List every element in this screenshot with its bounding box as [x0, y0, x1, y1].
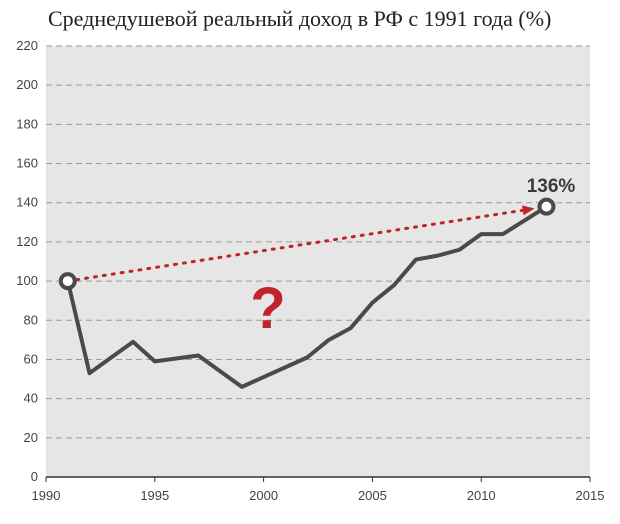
end-value-label: 136%	[527, 176, 576, 197]
x-tick-label: 2015	[576, 488, 605, 503]
y-tick-label: 40	[24, 391, 38, 406]
x-tick-label: 1990	[32, 488, 61, 503]
y-tick-label: 220	[16, 38, 38, 53]
y-tick-label: 0	[31, 469, 38, 484]
y-tick-label: 140	[16, 195, 38, 210]
x-tick-label: 1995	[140, 488, 169, 503]
point-markers	[58, 197, 556, 291]
y-tick-label: 80	[24, 312, 38, 327]
x-tick-label: 2010	[467, 488, 496, 503]
plot-background	[46, 46, 590, 477]
endpoint-marker	[537, 197, 556, 216]
y-tick-label: 60	[24, 351, 38, 366]
y-tick-label: 180	[16, 116, 38, 131]
x-tick-label: 2005	[358, 488, 387, 503]
question-mark: ?	[250, 276, 285, 341]
x-tick-label: 2000	[249, 488, 278, 503]
chart-title: Среднедушевой реальный доход в РФ с 1991…	[48, 6, 552, 31]
y-tick-label: 160	[16, 156, 38, 171]
y-tick-label: 200	[16, 77, 38, 92]
gridlines	[46, 45, 590, 439]
income-series-line	[65, 204, 549, 389]
trend-arrowhead	[521, 205, 535, 216]
y-tick-label: 20	[24, 430, 38, 445]
x-axis-ticks: 1990 1995 2000 2005 2010 2015	[32, 477, 605, 503]
y-axis-ticks: 0 20 40 60 80 100 120 140 160 180 200 220	[16, 38, 38, 484]
endpoint-marker	[58, 272, 77, 291]
y-tick-label: 120	[16, 234, 38, 249]
y-tick-label: 100	[16, 273, 38, 288]
